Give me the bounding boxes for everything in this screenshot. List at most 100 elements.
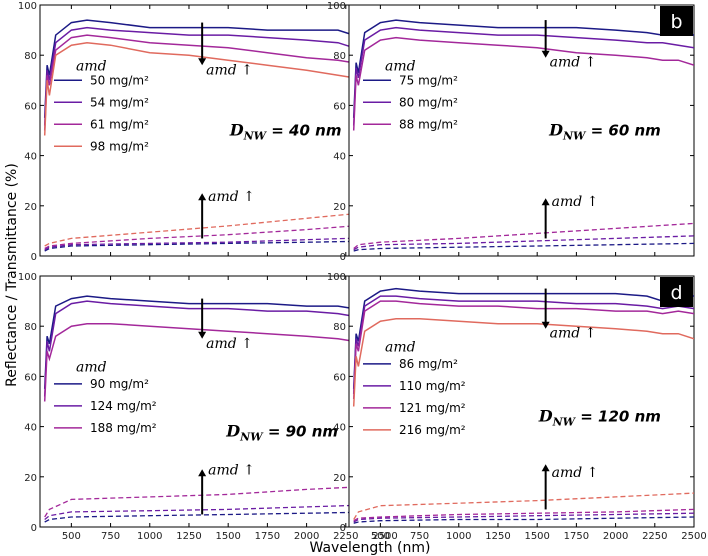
panel-d: 0 20 40 60 80 100 500 750 1000 1250 1500 1750 2000 22… bbox=[327, 272, 707, 542]
transmittance-line-2 bbox=[44, 236, 385, 251]
legend-entry: 50 mg/m² bbox=[90, 73, 149, 87]
transmittance-annotation: amd ↑ bbox=[208, 462, 255, 478]
y-tick-label: 40 bbox=[24, 152, 37, 163]
panel-label-box bbox=[660, 277, 693, 307]
x-tick-label: 2500 bbox=[372, 531, 397, 542]
reflectance-line-1 bbox=[43, 19, 385, 118]
x-tick-label: 1500 bbox=[215, 531, 240, 542]
y-tick-label: 60 bbox=[333, 101, 346, 112]
reflectance-line-2 bbox=[352, 295, 694, 395]
reflectance-line-3 bbox=[352, 300, 694, 400]
diameter-label: DNW = 60 nm bbox=[548, 121, 661, 143]
transmittance-arrow-head bbox=[541, 198, 550, 206]
reflectance-line-3 bbox=[352, 36, 694, 131]
transmittance-arrow-head bbox=[198, 193, 207, 201]
legend-title: amd bbox=[385, 58, 416, 74]
transmittance-annotation: amd ↑ bbox=[208, 189, 255, 205]
reflectance-line-2 bbox=[43, 26, 385, 126]
series-group bbox=[43, 19, 385, 252]
reflectance-arrow-head bbox=[198, 331, 207, 339]
legend-entry: 121 mg/m² bbox=[399, 401, 466, 415]
reflectance-line-1 bbox=[43, 295, 385, 389]
legend-entry: 98 mg/m² bbox=[90, 139, 149, 153]
legend-entry: 216 mg/m² bbox=[399, 423, 466, 437]
x-tick-label: 1750 bbox=[255, 531, 280, 542]
reflectance-line-2 bbox=[43, 300, 385, 397]
transmittance-line-2 bbox=[44, 503, 385, 521]
x-tick-label: 750 bbox=[410, 531, 429, 542]
transmittance-line-3 bbox=[353, 222, 694, 250]
reflectance-line-4 bbox=[43, 41, 385, 136]
reflectance-annotation: amd ↑ bbox=[550, 55, 597, 71]
transmittance-annotation: amd ↑ bbox=[552, 194, 599, 210]
plot-frame bbox=[348, 275, 695, 528]
x-tick-label: 750 bbox=[101, 531, 120, 542]
x-tick-label: 1250 bbox=[176, 531, 201, 542]
y-tick-label: 100 bbox=[327, 272, 346, 283]
transmittance-line-1 bbox=[353, 516, 694, 524]
y-tick-label: 20 bbox=[24, 202, 37, 213]
transmittance-arrow-head bbox=[198, 469, 207, 477]
y-tick-label: 20 bbox=[333, 473, 346, 484]
x-axis-label: Wavelength (nm) bbox=[310, 540, 431, 556]
y-tick-label: 20 bbox=[333, 202, 346, 213]
transmittance-line-1 bbox=[44, 511, 385, 523]
transmittance-arrow-head bbox=[541, 464, 550, 472]
legend-title: amd bbox=[76, 359, 107, 375]
y-tick-label: 60 bbox=[333, 372, 346, 383]
legend-entry: 86 mg/m² bbox=[399, 357, 458, 371]
x-tick-label: 1750 bbox=[564, 531, 589, 542]
reflectance-line-1 bbox=[352, 19, 694, 118]
transmittance-line-2 bbox=[353, 235, 694, 251]
y-tick-label: 80 bbox=[333, 51, 346, 62]
panel-label: b bbox=[670, 11, 682, 33]
legend-entry: 124 mg/m² bbox=[90, 399, 157, 413]
x-tick-label: 500 bbox=[62, 531, 81, 542]
y-tick-label: 100 bbox=[18, 272, 37, 283]
legend-entry: 75 mg/m² bbox=[399, 73, 458, 87]
reflectance-line-1 bbox=[352, 287, 694, 389]
diameter-label: DNW = 40 nm bbox=[229, 121, 342, 143]
transmittance-line-4 bbox=[353, 492, 694, 520]
x-tick-label: 500 bbox=[371, 531, 390, 542]
y-axis-label: Reflectance / Transmittance (%) bbox=[4, 163, 20, 387]
y-tick-label: 0 bbox=[340, 252, 346, 263]
legend-entry: 88 mg/m² bbox=[399, 117, 458, 131]
series-group bbox=[352, 287, 694, 524]
transmittance-line-3 bbox=[44, 222, 385, 250]
reflectance-annotation: amd ↑ bbox=[550, 326, 597, 342]
panel-label-box bbox=[660, 6, 693, 36]
transmittance-line-3 bbox=[44, 484, 385, 518]
reflectance-line-2 bbox=[352, 26, 694, 126]
panel-label: d bbox=[670, 282, 682, 304]
transmittance-line-1 bbox=[353, 242, 694, 252]
reflectance-annotation: amd ↑ bbox=[206, 62, 253, 78]
diameter-label: DNW = 120 nm bbox=[538, 407, 661, 429]
y-tick-label: 0 bbox=[340, 523, 346, 534]
y-tick-label: 60 bbox=[24, 372, 37, 383]
y-tick-label: 80 bbox=[24, 322, 37, 333]
legend-entry: 80 mg/m² bbox=[399, 95, 458, 109]
transmittance-line-4 bbox=[44, 210, 385, 247]
x-tick-label: 1000 bbox=[446, 531, 471, 542]
x-tick-label: 2250 bbox=[642, 531, 667, 542]
reflectance-arrow-head bbox=[198, 58, 207, 66]
transmittance-annotation: amd ↑ bbox=[552, 465, 599, 481]
legend-title: amd bbox=[385, 339, 416, 355]
x-tick-label: 2000 bbox=[294, 531, 319, 542]
y-tick-label: 100 bbox=[18, 1, 37, 12]
reflectance-line-3 bbox=[43, 34, 385, 131]
reflectance-arrow-head bbox=[541, 50, 550, 58]
series-group bbox=[352, 19, 694, 252]
y-tick-label: 100 bbox=[327, 1, 346, 12]
transmittance-line-1 bbox=[44, 240, 385, 252]
y-tick-label: 0 bbox=[31, 252, 37, 263]
diameter-label: DNW = 90 nm bbox=[225, 422, 338, 444]
y-tick-label: 40 bbox=[333, 423, 346, 434]
y-tick-label: 20 bbox=[24, 473, 37, 484]
legend-entry: 61 mg/m² bbox=[90, 117, 149, 131]
legend-entry: 90 mg/m² bbox=[90, 377, 149, 391]
legend-entry: 54 mg/m² bbox=[90, 95, 149, 109]
